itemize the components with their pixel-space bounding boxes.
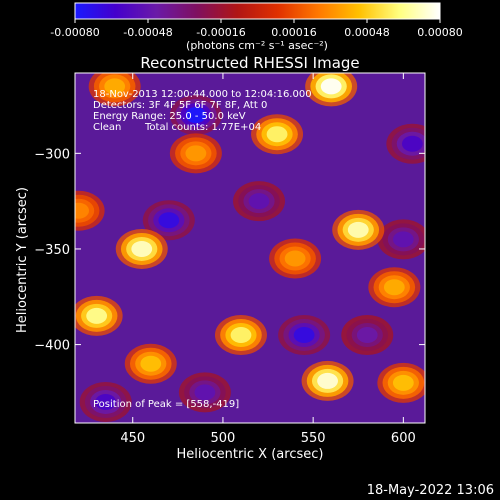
colorbar-tick-label: -0.00016 xyxy=(196,26,245,39)
y-axis-label: Heliocentric Y (arcsec) xyxy=(15,187,30,333)
hot-spot xyxy=(140,355,162,372)
hot-spot xyxy=(284,250,306,267)
x-tick-label: 500 xyxy=(211,431,236,446)
axis-ticks: 450 500 550 600 −300 −350 −400 xyxy=(34,73,425,446)
x-tick-label: 550 xyxy=(301,431,326,446)
cold-spot xyxy=(248,193,270,210)
hot-spot xyxy=(347,221,369,238)
hot-spot xyxy=(86,307,108,324)
colorbar-tick-label: -0.00080 xyxy=(50,26,99,39)
hot-spot xyxy=(75,202,90,219)
x-tick-label: 450 xyxy=(120,431,145,446)
footer-timestamp: 18-May-2022 13:06 xyxy=(367,483,494,498)
x-axis-label: Heliocentric X (arcsec) xyxy=(177,447,324,462)
colorbar-units: (photons cm⁻² s⁻¹ asec⁻²) xyxy=(186,39,328,52)
overlay-peak-position: Position of Peak = [558,-419] xyxy=(93,399,239,410)
chart-title: Reconstructed RHESSI Image xyxy=(140,54,359,72)
hot-spot xyxy=(317,372,338,389)
heatmap-blobs xyxy=(75,73,425,422)
plot-frame xyxy=(74,72,426,424)
colorbar-tick-label: 0.00016 xyxy=(271,26,317,39)
colorbar-ticks: -0.00080 -0.00048 -0.00016 0.00016 0.00048 0.… xyxy=(50,19,463,39)
cold-spot xyxy=(392,231,414,248)
overlay-energy-range: Energy Range: 25.0 - 50.0 keV xyxy=(93,111,246,122)
colorbar-tick-label: -0.00048 xyxy=(123,26,172,39)
hot-spot xyxy=(104,78,126,95)
plot-area: 450 500 550 600 −300 −350 −400 18-Nov-2013 12:… xyxy=(34,72,426,446)
colorbar-tick-label: 0.00048 xyxy=(344,26,390,39)
cold-spot xyxy=(356,327,378,344)
overlay-method: Clean xyxy=(93,122,121,133)
cold-spot xyxy=(158,212,180,229)
overlay-time-range: 18-Nov-2013 12:00:44.000 to 12:04:16.000 xyxy=(93,89,312,100)
colorbar-bar xyxy=(74,2,441,20)
cold-spot xyxy=(401,135,423,152)
hot-spot xyxy=(383,279,405,296)
x-tick-label: 600 xyxy=(391,431,416,446)
overlay-total-counts: Total counts: 1.77E+04 xyxy=(144,122,261,133)
cold-spot xyxy=(194,384,216,401)
colorbar: -0.00080 -0.00048 -0.00016 0.00016 0.00048 0.… xyxy=(50,2,463,52)
hot-spot xyxy=(131,240,153,257)
y-tick-label: −300 xyxy=(34,147,70,162)
hot-spot xyxy=(185,145,207,162)
overlay-text: 18-Nov-2013 12:00:44.000 to 12:04:16.000… xyxy=(93,89,312,410)
y-tick-label: −400 xyxy=(34,339,70,354)
cold-spot xyxy=(185,107,207,124)
colorbar-tick-label: 0.00080 xyxy=(417,26,463,39)
hot-spot xyxy=(320,78,342,95)
cold-spot xyxy=(95,393,117,410)
hot-spot xyxy=(230,327,252,344)
cold-spot xyxy=(293,327,315,344)
hot-spot xyxy=(266,126,288,143)
y-tick-label: −350 xyxy=(34,243,70,258)
overlay-detectors: Detectors: 3F 4F 5F 6F 7F 8F, Att 0 xyxy=(93,100,267,111)
hot-spot xyxy=(392,374,414,391)
